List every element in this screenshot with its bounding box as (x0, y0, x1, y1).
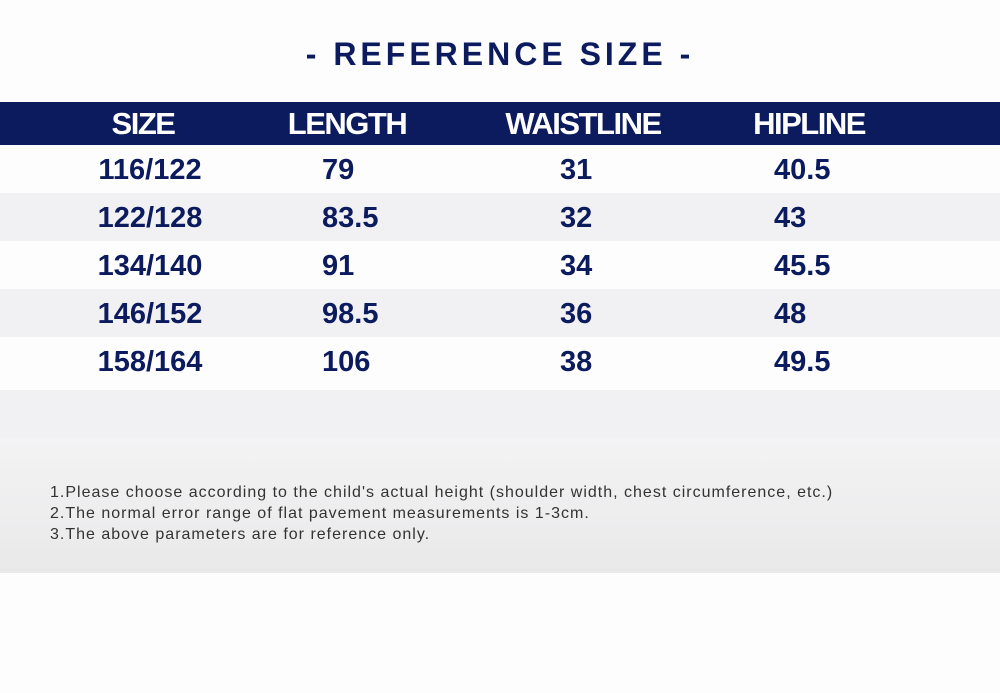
table-row: 116/122 79 31 40.5 (0, 145, 1000, 193)
table-cell: 158/164 (97, 346, 203, 378)
table-cell: 43 (774, 202, 807, 234)
table-row: 158/164 106 38 49.5 (0, 337, 1000, 385)
table-cell: 106 (322, 346, 371, 378)
table-cell: 32 (560, 202, 593, 234)
empty-row (0, 390, 1000, 438)
table-cell: 45.5 (774, 250, 831, 282)
header-cell: LENGTH (287, 106, 408, 141)
header-cell: HIPLINE (753, 106, 866, 141)
table-cell: 116/122 (98, 154, 202, 186)
table-cell: 38 (560, 346, 593, 378)
notes: 1.Please choose according to the child's… (0, 438, 1000, 573)
header-cell: WAISTLINE (505, 106, 662, 141)
note-line: 3.The above parameters are for reference… (50, 526, 431, 543)
table-cell: 49.5 (774, 346, 831, 378)
table-cell: 36 (560, 298, 593, 330)
table-cell: 134/140 (97, 250, 203, 282)
table-cell: 31 (560, 154, 593, 186)
title: - REFERENCE SIZE - (305, 36, 695, 72)
table-cell: 40.5 (774, 154, 831, 186)
table-cell: 48 (774, 298, 807, 330)
table-cell: 34 (560, 250, 593, 282)
table-cell: 79 (322, 154, 355, 186)
note-line: 2.The normal error range of flat pavemen… (50, 505, 590, 522)
table-cell: 122/128 (97, 202, 203, 234)
table-cell: 146/152 (97, 298, 203, 330)
table-row: 146/152 98.5 36 48 (0, 289, 1000, 337)
table-header: SIZE LENGTH WAISTLINE HIPLINE (0, 102, 1000, 145)
table-row: 122/128 83.5 32 43 (0, 193, 1000, 241)
table-row: 134/140 91 34 45.5 (0, 241, 1000, 289)
table-cell: 91 (322, 250, 355, 282)
table-cell: 83.5 (322, 202, 379, 234)
note-line: 1.Please choose according to the child's… (50, 484, 834, 501)
header-cell: SIZE (111, 106, 176, 141)
table-cell: 98.5 (322, 298, 379, 330)
